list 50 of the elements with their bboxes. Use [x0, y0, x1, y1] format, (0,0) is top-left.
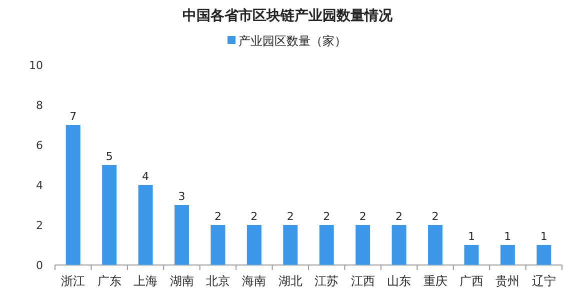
bar	[319, 225, 334, 265]
bar	[392, 225, 406, 265]
x-tick-label: 北京	[206, 274, 230, 288]
y-tick-label: 0	[36, 259, 43, 272]
x-tick-label: 江西	[350, 274, 375, 288]
x-tick-label: 上海	[134, 274, 158, 288]
y-tick-label: 4	[36, 179, 43, 192]
x-tick-label: 广东	[97, 274, 122, 288]
x-tick-label: 江苏	[314, 274, 339, 288]
data-label: 2	[432, 210, 439, 223]
bar	[283, 225, 298, 265]
data-label: 7	[70, 110, 77, 123]
data-label: 2	[396, 210, 403, 223]
chart-title: 中国各省市区块链产业园数量情况	[182, 7, 394, 24]
bar	[102, 165, 117, 265]
data-label: 2	[250, 210, 258, 223]
data-label: 1	[468, 230, 475, 243]
bar	[428, 225, 442, 265]
data-label: 4	[142, 170, 150, 183]
y-tick-label: 2	[36, 219, 43, 232]
data-label: 2	[359, 210, 366, 223]
data-label: 2	[323, 210, 330, 223]
data-label: 3	[178, 190, 186, 203]
data-label: 5	[106, 150, 113, 163]
legend-label: 产业园区数量（家）	[238, 34, 346, 48]
bar	[500, 245, 515, 265]
bar	[210, 225, 226, 265]
x-tick-label: 广西	[459, 274, 484, 288]
y-tick-label: 10	[29, 59, 43, 72]
x-tick-label: 辽宁	[532, 274, 556, 288]
data-label: 2	[214, 210, 222, 223]
bar	[138, 185, 153, 265]
x-tick-label: 山东	[387, 274, 412, 288]
x-tick-label: 湖北	[278, 274, 302, 288]
bar	[536, 245, 552, 265]
x-tick-label: 湖南	[170, 274, 194, 288]
y-tick-label: 6	[36, 139, 43, 152]
bar	[464, 245, 479, 265]
y-tick-label: 8	[36, 99, 43, 112]
bar	[356, 225, 370, 265]
data-label: 2	[286, 210, 294, 223]
data-label: 1	[504, 230, 512, 243]
bar	[246, 225, 262, 265]
x-tick-label: 重庆	[423, 274, 448, 288]
bar	[174, 205, 189, 265]
x-tick-label: 贵州	[496, 274, 520, 288]
bar	[66, 125, 80, 265]
data-label: 1	[540, 230, 548, 243]
x-tick-label: 浙江	[61, 274, 86, 288]
x-tick-label: 海南	[242, 274, 266, 288]
